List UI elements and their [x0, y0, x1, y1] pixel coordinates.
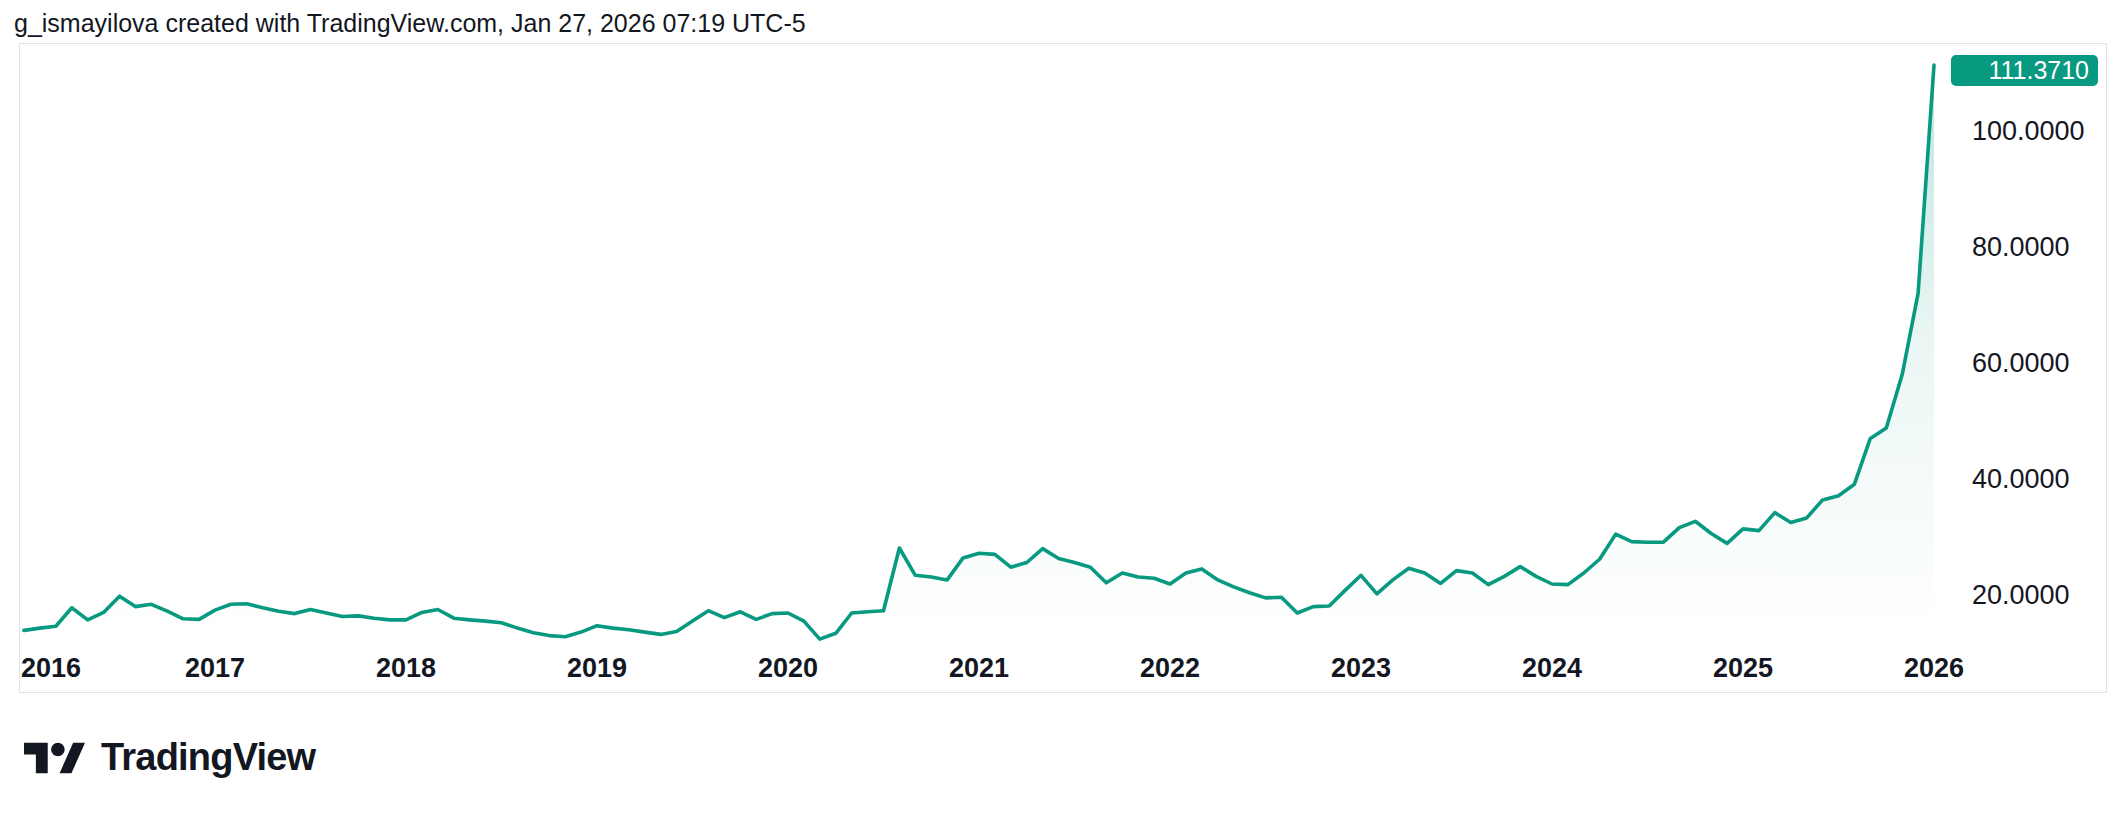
- time-axis-label: 2022: [1140, 653, 1200, 684]
- time-axis-label: 2026: [1904, 653, 1964, 684]
- time-axis-label: 2023: [1331, 653, 1391, 684]
- price-axis-label: 40.0000: [1972, 464, 2070, 495]
- price-axis-label: 100.0000: [1972, 116, 2085, 147]
- time-axis-label: 2020: [758, 653, 818, 684]
- last-price-badge: 111.3710: [1951, 55, 2098, 86]
- tradingview-logo-text: TradingView: [101, 736, 315, 779]
- price-axis-label: 20.0000: [1972, 580, 2070, 611]
- tradingview-logo-icon: [24, 741, 85, 775]
- time-axis-label: 2025: [1713, 653, 1773, 684]
- time-axis-label: 2019: [567, 653, 627, 684]
- price-axis-label: 60.0000: [1972, 348, 2070, 379]
- time-axis-label: 2017: [185, 653, 245, 684]
- tradingview-logo: TradingView: [24, 736, 315, 779]
- price-area-chart: [19, 43, 2107, 693]
- attribution-text: g_ismayilova created with TradingView.co…: [14, 9, 806, 37]
- time-axis-label: 2016: [21, 653, 81, 684]
- price-axis-label: 80.0000: [1972, 232, 2070, 263]
- time-axis-label: 2018: [376, 653, 436, 684]
- time-axis-label: 2021: [949, 653, 1009, 684]
- time-axis-label: 2024: [1522, 653, 1582, 684]
- tradingview-snapshot-page: g_ismayilova created with TradingView.co…: [0, 0, 2128, 814]
